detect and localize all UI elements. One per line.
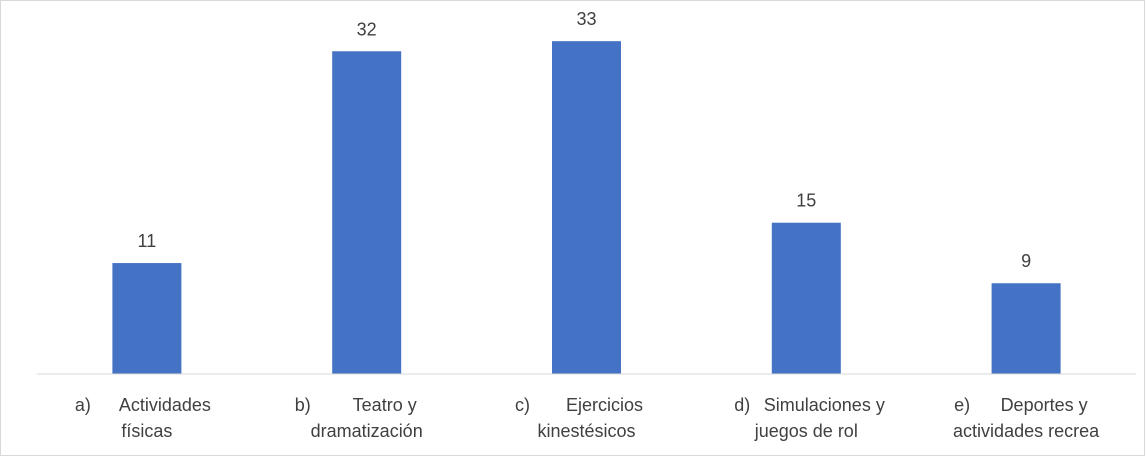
category-line-1: Teatro y: [353, 395, 417, 415]
category-line-2: actividades recrea: [953, 421, 1100, 441]
category-line-1: Simulaciones y: [764, 395, 885, 415]
data-label-1: 11: [138, 231, 157, 251]
category-marker: b): [295, 395, 311, 415]
category-line-1: Actividades: [119, 395, 211, 415]
bar-4: [771, 222, 841, 374]
category-line-2: dramatización: [311, 421, 423, 441]
category-label-2: b) Teatro y dramatización: [295, 395, 423, 441]
category-label-1: a) Actividades físicas: [75, 395, 211, 441]
category-marker: d): [734, 395, 750, 415]
data-label-4: 15: [796, 191, 816, 211]
category-marker: c): [515, 395, 530, 415]
data-label-3: 33: [576, 9, 596, 29]
category-line-1: Deportes y: [1001, 395, 1088, 415]
category-line-2: kinestésicos: [537, 421, 635, 441]
bar-1: [112, 263, 182, 374]
category-line-2: físicas: [121, 421, 172, 441]
category-labels-group: a) Actividades físicas b) Teatro y dramatizac…: [75, 395, 1100, 441]
category-marker: a): [75, 395, 91, 415]
category-line-2: juegos de rol: [754, 421, 858, 441]
bar-5: [991, 283, 1061, 374]
data-label-2: 32: [357, 19, 377, 39]
data-label-5: 9: [1021, 251, 1031, 271]
category-label-3: c) Ejercicios kinestésicos: [515, 395, 643, 441]
data-labels-group: 11 32 33 15 9: [138, 9, 1032, 271]
bars-group: [112, 41, 1061, 375]
bar-2: [332, 51, 402, 374]
bar-3: [552, 41, 621, 375]
category-label-5: e) Deportes y actividades recrea: [953, 395, 1100, 441]
category-marker: e): [954, 395, 970, 415]
category-line-1: Ejercicios: [566, 395, 643, 415]
category-label-4: d) Simulaciones y juegos de rol: [734, 395, 885, 441]
